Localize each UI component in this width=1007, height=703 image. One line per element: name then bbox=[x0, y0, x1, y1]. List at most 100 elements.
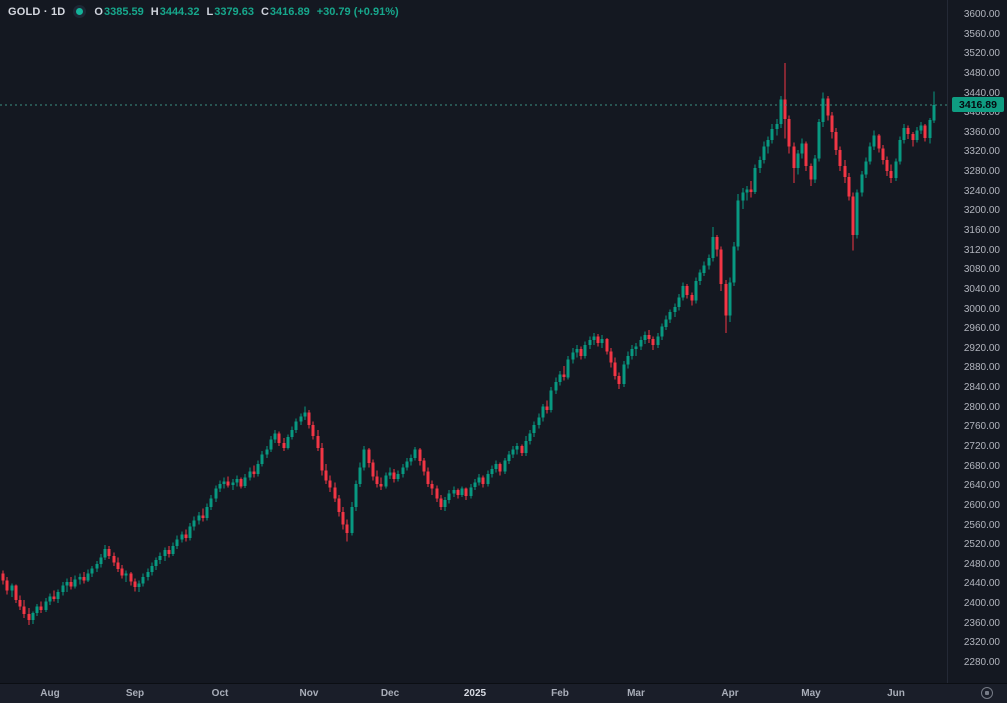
time-tick-label: Mar bbox=[627, 688, 645, 699]
candle bbox=[685, 286, 689, 295]
candle bbox=[724, 284, 728, 316]
price-tick-label: 3560.00 bbox=[963, 29, 1000, 40]
price-tick-label: 2320.00 bbox=[963, 637, 1000, 648]
candle bbox=[758, 159, 762, 169]
candle bbox=[821, 98, 825, 123]
price-tick-label: 3440.00 bbox=[963, 88, 1000, 99]
candle bbox=[588, 340, 592, 345]
candle bbox=[528, 433, 532, 442]
candle bbox=[282, 443, 286, 448]
candle bbox=[226, 481, 230, 486]
candle bbox=[201, 515, 205, 519]
candle bbox=[498, 464, 502, 472]
candle bbox=[218, 483, 222, 489]
candle bbox=[877, 135, 881, 149]
candle bbox=[664, 319, 668, 327]
time-tick-label: May bbox=[801, 688, 821, 699]
candle bbox=[413, 449, 417, 458]
candle bbox=[35, 606, 39, 613]
high-label: H bbox=[150, 5, 159, 18]
candle bbox=[392, 472, 396, 479]
candle bbox=[124, 573, 128, 576]
candle bbox=[838, 150, 842, 167]
candle bbox=[337, 498, 341, 512]
close-value: 3416.89 bbox=[269, 5, 310, 18]
candle bbox=[622, 364, 626, 385]
candle bbox=[188, 526, 192, 538]
candle bbox=[575, 348, 579, 353]
candle bbox=[362, 449, 366, 468]
symbol-legend[interactable]: GOLD · 1D O3385.59 H3444.32 L3379.63 C34… bbox=[8, 5, 399, 18]
candle bbox=[384, 475, 388, 487]
candle bbox=[613, 362, 617, 376]
price-tick-label: 2520.00 bbox=[963, 539, 1000, 550]
candle bbox=[256, 464, 260, 474]
candle bbox=[660, 326, 664, 337]
candle bbox=[617, 375, 621, 385]
candle bbox=[82, 577, 86, 581]
candle bbox=[418, 449, 422, 461]
axis-settings-icon[interactable] bbox=[981, 687, 993, 699]
close-label: C bbox=[260, 5, 269, 18]
candle bbox=[520, 446, 524, 453]
candle bbox=[537, 417, 541, 425]
candle bbox=[345, 524, 349, 533]
candle bbox=[545, 406, 549, 411]
candle bbox=[605, 339, 609, 352]
candle bbox=[804, 143, 808, 167]
candle bbox=[273, 433, 277, 440]
candle bbox=[647, 335, 651, 339]
candle bbox=[792, 146, 796, 169]
chart-canvas[interactable] bbox=[0, 0, 948, 683]
candle bbox=[715, 236, 719, 250]
symbol-title[interactable]: GOLD · 1D bbox=[8, 5, 66, 18]
candle bbox=[65, 582, 69, 586]
candle bbox=[290, 429, 294, 438]
candle bbox=[269, 439, 273, 450]
candle bbox=[473, 482, 477, 488]
open-label: O bbox=[94, 5, 103, 18]
candle bbox=[422, 460, 426, 472]
candle bbox=[762, 146, 766, 160]
candle bbox=[235, 478, 239, 483]
price-axis[interactable]: 3416.89 3600.00 3560.00 3520.00 3480.00 3440… bbox=[947, 0, 1007, 683]
candle bbox=[452, 490, 456, 494]
candle bbox=[885, 159, 889, 172]
time-tick-label: Feb bbox=[551, 688, 569, 699]
candle bbox=[99, 557, 103, 564]
candle bbox=[61, 585, 65, 592]
candle bbox=[137, 583, 141, 587]
candle bbox=[358, 467, 362, 484]
candle bbox=[78, 577, 82, 580]
candle bbox=[549, 390, 553, 411]
ohlc-values: O3385.59 H3444.32 L3379.63 C3416.89 +30.… bbox=[94, 6, 398, 18]
market-status-dot-icon[interactable] bbox=[73, 5, 87, 18]
candle bbox=[231, 482, 235, 486]
candle bbox=[388, 472, 392, 476]
candle bbox=[103, 549, 107, 558]
candle bbox=[643, 335, 647, 340]
candle bbox=[766, 140, 770, 147]
price-tick-label: 2280.00 bbox=[963, 657, 1000, 668]
candle bbox=[592, 336, 596, 340]
candle bbox=[596, 336, 600, 343]
candle bbox=[562, 374, 566, 378]
candle bbox=[813, 158, 817, 180]
time-tick-label: Dec bbox=[380, 688, 400, 699]
candle bbox=[868, 146, 872, 162]
candle bbox=[681, 286, 685, 298]
candle bbox=[634, 346, 638, 349]
candle bbox=[677, 297, 681, 308]
candle bbox=[668, 312, 672, 320]
candle bbox=[239, 478, 243, 487]
price-tick-label: 3520.00 bbox=[963, 48, 1000, 59]
time-tick-label: Aug bbox=[40, 688, 60, 699]
price-tick-label: 2600.00 bbox=[963, 500, 1000, 511]
candle bbox=[779, 99, 783, 124]
time-axis[interactable]: Aug Sep Oct Nov Dec 2025 Feb Mar Apr May Jun bbox=[0, 683, 1007, 703]
candle bbox=[524, 441, 528, 453]
candle bbox=[205, 506, 209, 519]
candle bbox=[481, 477, 485, 484]
candle bbox=[14, 585, 18, 601]
